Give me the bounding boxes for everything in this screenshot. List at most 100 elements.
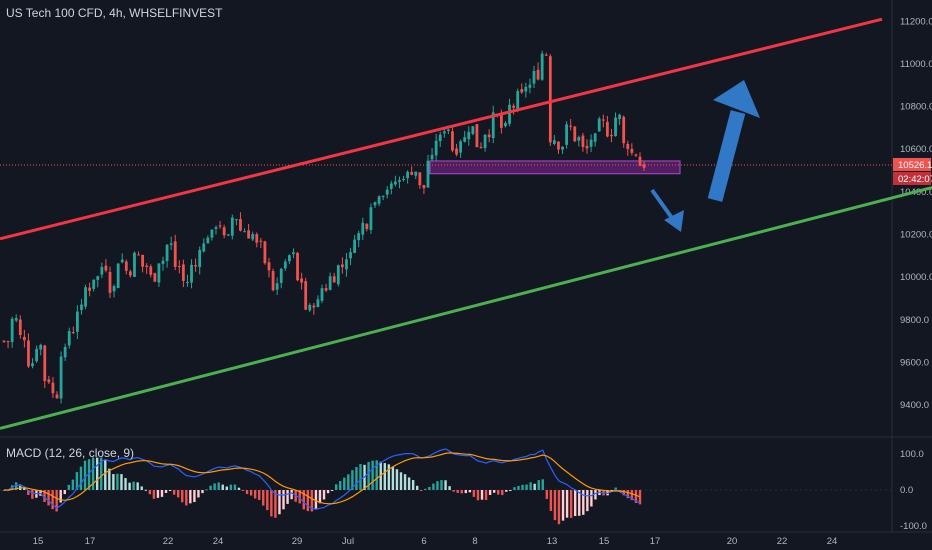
candle-body — [622, 116, 626, 144]
macd-histogram — [2, 457, 642, 525]
candle-body — [353, 239, 357, 253]
macd-bar — [634, 490, 638, 503]
candle-body — [381, 195, 385, 198]
candle-body — [577, 137, 581, 141]
candle-body — [124, 261, 128, 271]
time-tick-label: Jul — [342, 536, 354, 547]
candle-body — [634, 154, 638, 156]
candle-body — [593, 133, 597, 142]
macd-bar — [395, 469, 399, 490]
candle-body — [418, 172, 422, 186]
candle-body — [198, 249, 202, 267]
macd-bar — [630, 490, 634, 501]
macd-bar — [100, 457, 103, 490]
price-tick-label: 11000.0 — [900, 59, 932, 70]
macd-bar — [209, 485, 212, 490]
macd-tick-label: -100.0 — [900, 521, 927, 532]
macd-axis: 100.0 0.0 -100.0 — [900, 449, 927, 532]
macd-bar — [403, 474, 407, 490]
candle-body — [84, 287, 87, 307]
candle-body — [96, 276, 100, 280]
macd-bar — [193, 490, 196, 503]
candle-body — [504, 122, 507, 127]
candle-body — [349, 252, 352, 259]
macd-bar — [286, 490, 289, 504]
candle-body — [316, 299, 320, 308]
candle-body — [434, 140, 438, 156]
down-arrow-head — [664, 210, 684, 232]
price-tick-label: 10000.0 — [900, 272, 932, 283]
candle-body — [153, 273, 157, 282]
macd-bar — [258, 490, 261, 500]
candle-body — [308, 304, 312, 311]
candle-body — [467, 131, 471, 140]
candle-body — [320, 288, 324, 301]
candle-body — [27, 340, 30, 367]
candle-body — [51, 382, 55, 394]
macd-bar — [529, 482, 532, 490]
candle-body — [581, 135, 585, 147]
macd-bar — [578, 490, 581, 516]
candle-body — [483, 134, 487, 148]
candle-body — [263, 241, 267, 264]
macd-bar — [407, 477, 411, 490]
candle-body — [31, 363, 34, 367]
candle-body — [128, 271, 132, 276]
candle-body — [597, 118, 601, 132]
macd-bar — [399, 472, 403, 490]
macd-bar — [476, 490, 480, 501]
candle-body — [601, 119, 605, 121]
candle-body — [283, 261, 287, 269]
candle-body — [137, 254, 140, 256]
macd-bar — [95, 457, 99, 490]
candle-body — [206, 237, 210, 244]
time-tick-label: 13 — [547, 536, 558, 547]
macd-bar — [14, 482, 18, 490]
candle-body — [226, 234, 230, 236]
macd-bar — [104, 460, 107, 490]
candle-body — [75, 311, 79, 332]
macd-bar — [245, 490, 249, 494]
macd-bar — [594, 490, 597, 500]
macd-bar — [525, 484, 528, 490]
candle-body — [169, 243, 173, 245]
macd-bar — [314, 490, 318, 509]
macd-bar — [638, 490, 642, 505]
candle-body — [80, 304, 83, 311]
macd-bar — [63, 490, 66, 495]
macd-bar — [367, 461, 370, 490]
macd-bar — [233, 484, 237, 490]
macd-bar — [468, 490, 472, 493]
macd-bar — [144, 489, 147, 491]
candles — [2, 50, 646, 404]
macd-bar — [108, 468, 111, 490]
candle-body — [287, 255, 291, 262]
macd-bar — [83, 460, 87, 490]
macd-bar — [266, 490, 269, 511]
macd-bar — [189, 490, 192, 504]
macd-bar — [521, 484, 524, 490]
down-arrow-shaft — [650, 188, 674, 220]
macd-bar — [505, 490, 508, 492]
candle-body — [92, 279, 96, 289]
candle-body — [108, 271, 112, 293]
macd-tick-label: 100.0 — [900, 449, 924, 460]
macd-line — [3, 448, 641, 510]
candle-body — [528, 84, 532, 88]
candle-body — [540, 53, 544, 80]
candle-body — [165, 244, 169, 262]
up-arrow-shaft — [707, 110, 746, 202]
macd-bar — [241, 490, 245, 491]
candle-body — [230, 217, 234, 236]
macd-bar — [415, 485, 419, 490]
candle-body — [67, 331, 71, 346]
time-tick-label: 22 — [163, 536, 174, 547]
macd-bar — [472, 490, 476, 497]
macd-bar — [164, 490, 168, 493]
macd-bar — [326, 490, 330, 494]
time-tick-label: 24 — [213, 536, 224, 547]
candle-body — [300, 278, 304, 283]
macd-bar — [456, 490, 459, 493]
macd-tick-label: 0.0 — [900, 485, 913, 496]
